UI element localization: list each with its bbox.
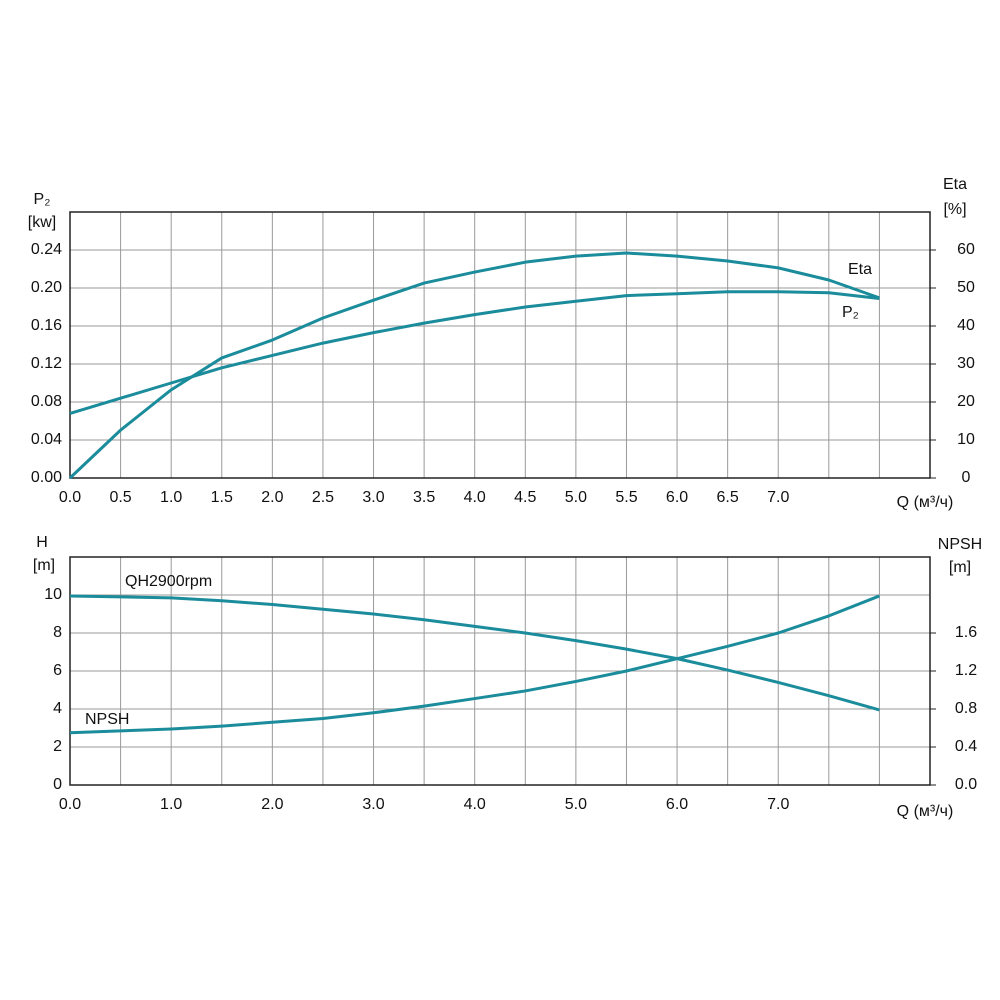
y-tick-label: 0.12	[31, 355, 62, 372]
series-label: P₂	[842, 304, 859, 321]
x-tick-label: 1.0	[160, 489, 182, 506]
y2-tick-label: 0.0	[955, 776, 977, 793]
y-tick-label: 0.00	[31, 469, 62, 486]
y-tick-label: 0.20	[31, 279, 62, 296]
x-tick-label: 6.0	[666, 796, 688, 813]
x-tick-label: 4.5	[514, 489, 536, 506]
y-tick-label: 4	[53, 700, 62, 717]
x-tick-label: 3.0	[362, 489, 384, 506]
x-tick-label: 3.0	[362, 796, 384, 813]
y2-tick-label: 0.4	[955, 738, 977, 755]
x-tick-label: 5.0	[565, 489, 587, 506]
x-tick-label: 4.0	[464, 489, 486, 506]
y-tick-label: 0.24	[31, 241, 62, 258]
y-axis-label: [m]	[33, 557, 55, 574]
y2-tick-label: 0.8	[955, 700, 977, 717]
y-tick-label: 6	[53, 662, 62, 679]
y-tick-label: 8	[53, 624, 62, 641]
y2-axis-label: NPSH	[938, 536, 982, 553]
y2-tick-label: 1.2	[955, 662, 977, 679]
plot-frame	[69, 211, 931, 479]
y2-tick-label: 10	[957, 431, 975, 448]
x-tick-label: 0.0	[59, 796, 81, 813]
y2-tick-label: 30	[957, 355, 975, 372]
y2-tick-label: 20	[957, 393, 975, 410]
series-line	[69, 594, 880, 712]
x-tick-label: 1.0	[160, 796, 182, 813]
y-tick-label: 0.08	[31, 393, 62, 410]
x-tick-label: 5.5	[615, 489, 637, 506]
x-tick-label: 0.5	[109, 489, 131, 506]
series-label: QH2900rpm	[125, 573, 212, 590]
x-axis-label: Q (м³/ч)	[897, 803, 954, 820]
y2-axis-label: [%]	[943, 201, 966, 218]
y2-axis-label: Eta	[943, 176, 967, 193]
series-line	[69, 594, 880, 735]
y-axis-label: [kw]	[28, 214, 56, 231]
x-tick-label: 6.5	[717, 489, 739, 506]
x-tick-label: 4.0	[464, 796, 486, 813]
series-label: NPSH	[85, 711, 129, 728]
x-tick-label: 0.0	[59, 489, 81, 506]
y-tick-label: 10	[44, 586, 62, 603]
y2-tick-label: 1.6	[955, 624, 977, 641]
y-tick-label: 2	[53, 738, 62, 755]
series-line	[69, 290, 880, 415]
y2-tick-label: 0	[962, 469, 971, 486]
y-axis-label: P₂	[34, 191, 51, 208]
x-tick-label: 7.0	[767, 489, 789, 506]
x-tick-label: 3.5	[413, 489, 435, 506]
y-tick-label: 0.16	[31, 317, 62, 334]
series-line	[68, 251, 880, 480]
x-tick-label: 5.0	[565, 796, 587, 813]
x-tick-label: 2.0	[261, 489, 283, 506]
plot-frame	[69, 556, 931, 786]
x-tick-label: 2.5	[312, 489, 334, 506]
x-tick-label: 6.0	[666, 489, 688, 506]
y-tick-label: 0.04	[31, 431, 62, 448]
x-tick-label: 2.0	[261, 796, 283, 813]
x-axis-label: Q (м³/ч)	[897, 494, 954, 511]
y2-tick-label: 50	[957, 279, 975, 296]
x-tick-label: 1.5	[211, 489, 233, 506]
series-label: Eta	[848, 261, 872, 278]
y-axis-label: H	[36, 534, 48, 551]
y2-tick-label: 40	[957, 317, 975, 334]
y-tick-label: 0	[53, 776, 62, 793]
y2-axis-label: [m]	[949, 559, 971, 576]
y2-tick-label: 60	[957, 241, 975, 258]
x-tick-label: 7.0	[767, 796, 789, 813]
